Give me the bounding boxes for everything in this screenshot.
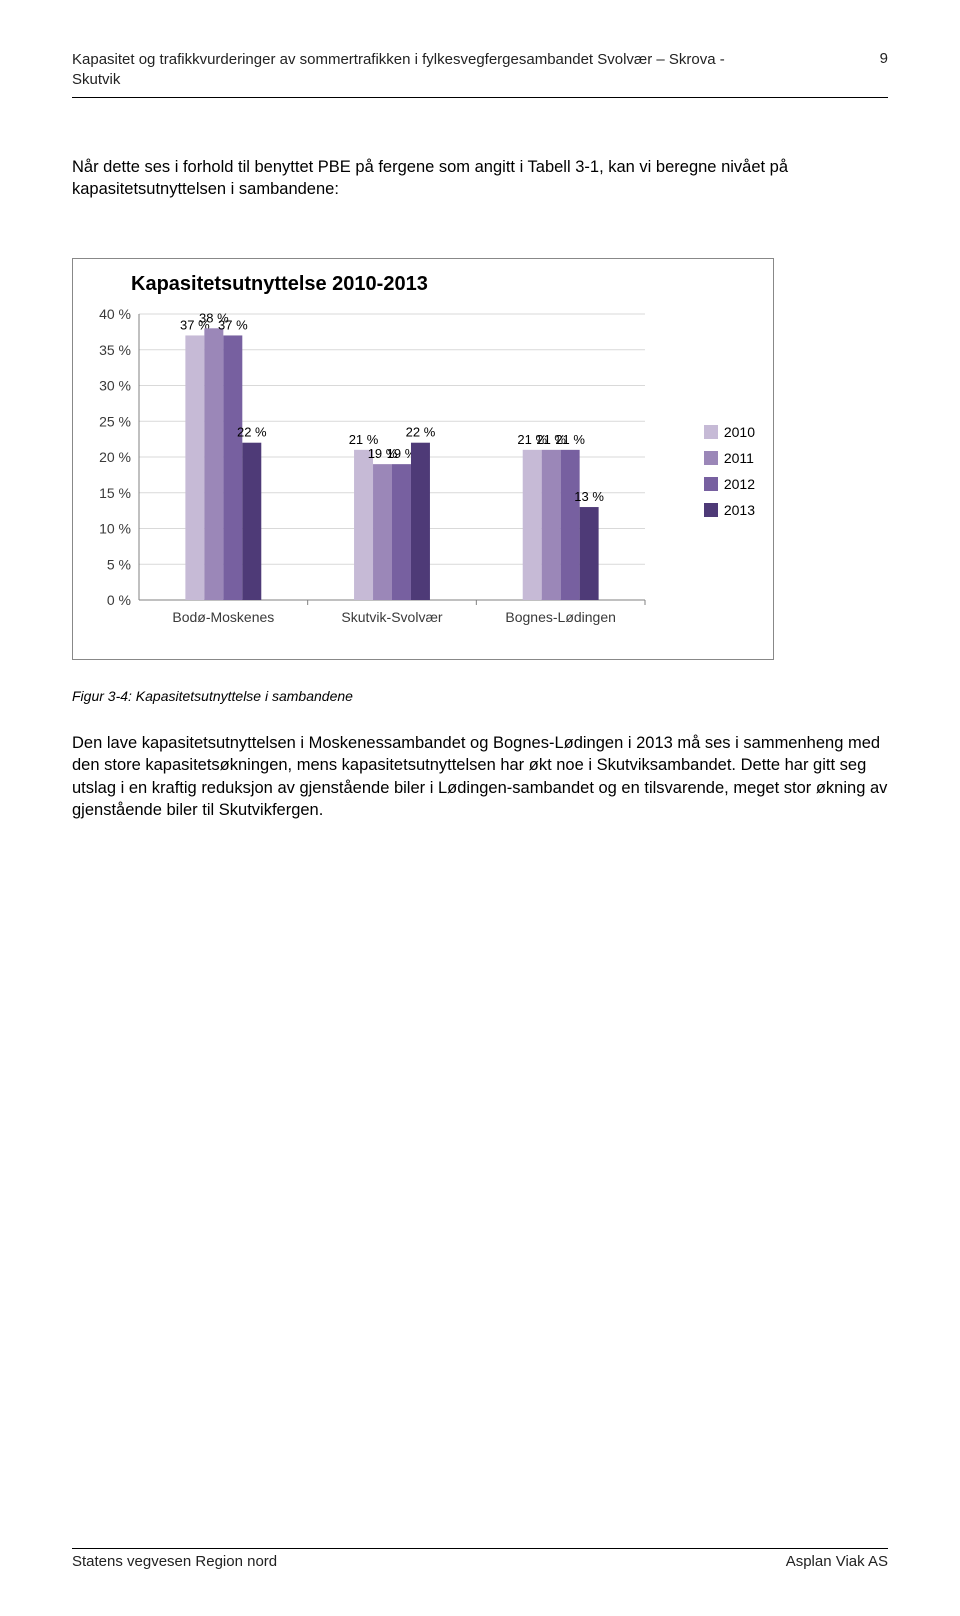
legend-swatch [704, 425, 718, 439]
svg-text:10 %: 10 % [99, 521, 131, 537]
legend-label: 2012 [724, 476, 755, 492]
footer-rule [72, 1548, 888, 1549]
svg-text:Skutvik-Svolvær: Skutvik-Svolvær [341, 609, 442, 625]
svg-text:21 %: 21 % [555, 432, 585, 447]
chart-plot-area: 0 %5 %10 %15 %20 %25 %30 %35 %40 %37 %38… [83, 304, 763, 634]
footer-left: Statens vegvesen Region nord [72, 1553, 277, 1570]
header-rule [72, 97, 888, 98]
body-paragraph: Den lave kapasitetsutnyttelsen i Moskene… [72, 732, 888, 821]
chart-title: Kapasitetsutnyttelse 2010-2013 [83, 273, 763, 296]
svg-text:0 %: 0 % [107, 592, 131, 608]
header-title-line2: Skutvik [72, 71, 120, 88]
svg-text:5 %: 5 % [107, 556, 131, 572]
svg-text:35 %: 35 % [99, 342, 131, 358]
header-page-number: 9 [864, 50, 888, 67]
chart-container: Kapasitetsutnyttelse 2010-2013 0 % 5 % 10 … [72, 258, 774, 660]
legend-item: 2010 [704, 424, 755, 440]
svg-text:22 %: 22 % [406, 425, 436, 440]
legend-item: 2011 [704, 450, 755, 466]
intro-paragraph: Når dette ses i forhold til benyttet PBE… [72, 156, 888, 201]
figure-caption: Figur 3-4: Kapasitetsutnyttelse i samban… [72, 688, 888, 704]
header-title-line1: Kapasitet og trafikkvurderinger av somme… [72, 51, 725, 68]
legend-item: 2012 [704, 476, 755, 492]
legend-swatch [704, 477, 718, 491]
svg-text:Bognes-Lødingen: Bognes-Lødingen [505, 609, 616, 625]
svg-text:13 %: 13 % [574, 489, 604, 504]
svg-text:20 %: 20 % [99, 449, 131, 465]
page-footer: Statens vegvesen Region nord Asplan Viak… [72, 1548, 888, 1570]
legend-label: 2010 [724, 424, 755, 440]
svg-text:37 %: 37 % [218, 317, 248, 332]
legend-label: 2011 [724, 450, 754, 466]
legend-swatch [704, 451, 718, 465]
footer-right: Asplan Viak AS [786, 1553, 888, 1570]
legend-label: 2013 [724, 502, 755, 518]
svg-text:21 %: 21 % [349, 432, 379, 447]
legend-item: 2013 [704, 502, 755, 518]
legend-swatch [704, 503, 718, 517]
chart-svg: 0 %5 %10 %15 %20 %25 %30 %35 %40 %37 %38… [83, 304, 763, 634]
svg-text:15 %: 15 % [99, 485, 131, 501]
chart-legend: 2010 2011 2012 2013 [704, 424, 755, 528]
page-header: Kapasitet og trafikkvurderinger av somme… [72, 50, 888, 91]
header-title: Kapasitet og trafikkvurderinger av somme… [72, 50, 725, 91]
svg-text:25 %: 25 % [99, 413, 131, 429]
svg-text:22 %: 22 % [237, 425, 267, 440]
svg-text:Bodø-Moskenes: Bodø-Moskenes [172, 609, 274, 625]
svg-text:40 %: 40 % [99, 306, 131, 322]
svg-text:30 %: 30 % [99, 378, 131, 394]
